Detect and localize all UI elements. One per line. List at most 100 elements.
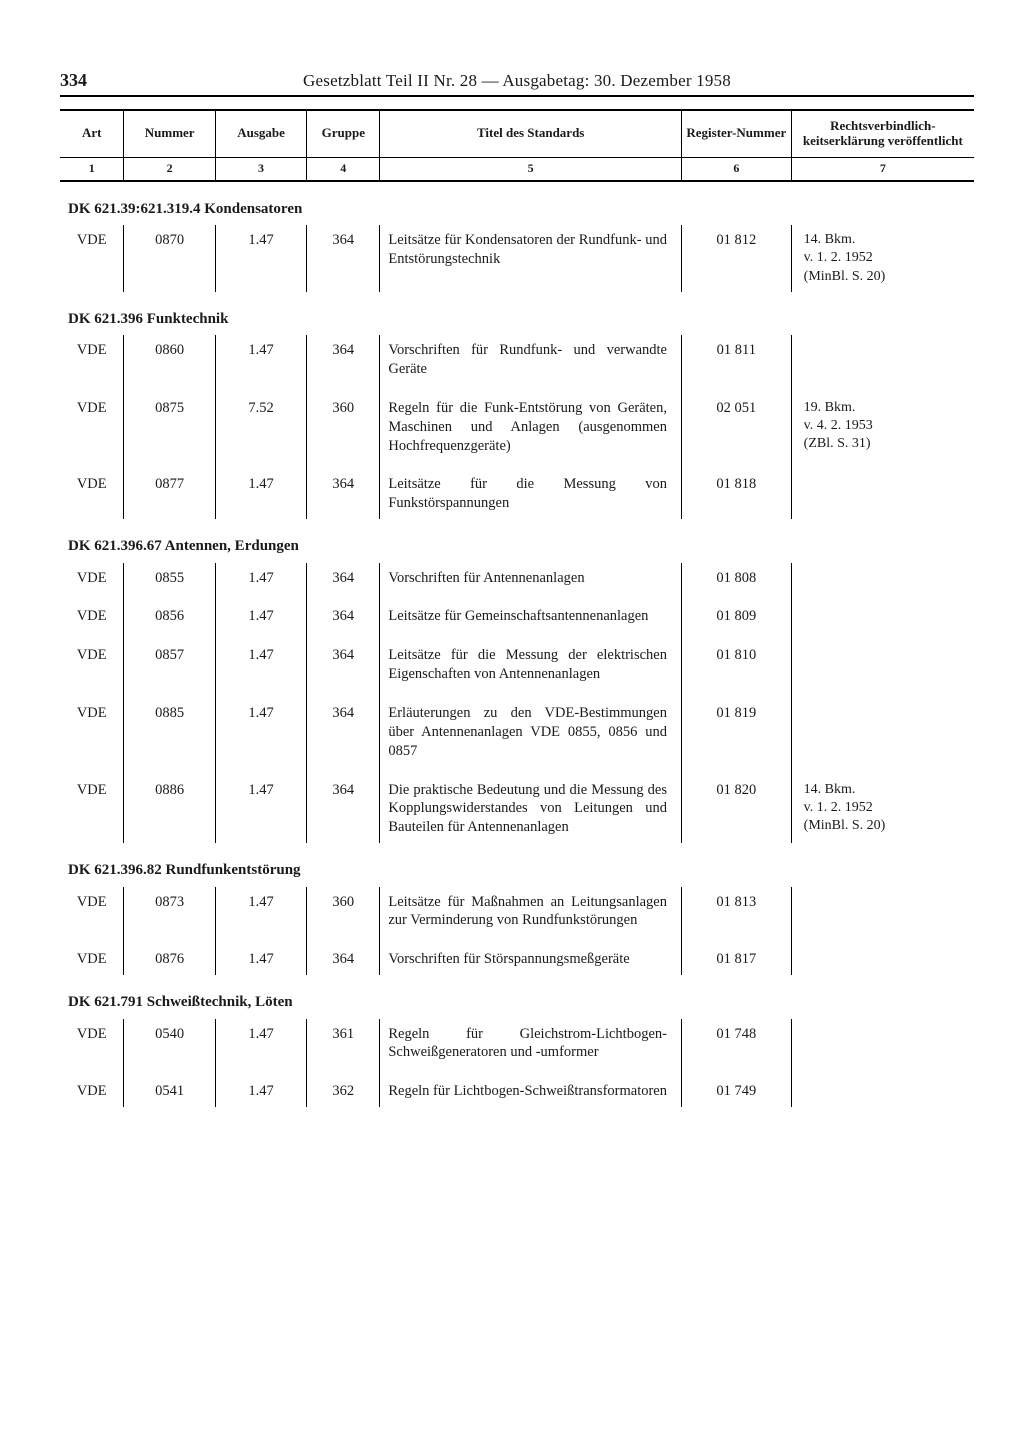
col-num-1: 1: [60, 157, 124, 180]
cell-ausgabe: 1.47: [215, 690, 306, 767]
col-num-3: 3: [215, 157, 306, 180]
cell-art: VDE: [60, 1068, 124, 1107]
cell-ausgabe: 1.47: [215, 461, 306, 519]
col-num-4: 4: [307, 157, 380, 180]
cell-nummer: 0886: [124, 767, 215, 844]
cell-ausgabe: 1.47: [215, 767, 306, 844]
cell-gruppe: 360: [307, 385, 380, 462]
section-heading: DK 621.39:621.319.4 Kondensatoren: [60, 181, 974, 226]
cell-title: Vorschriften für Störspannungsmeßgeräte: [380, 936, 682, 975]
header-title: Gesetzblatt Teil II Nr. 28 — Ausgabetag:…: [140, 71, 974, 91]
cell-gruppe: 364: [307, 632, 380, 690]
cell-ausgabe: 1.47: [215, 887, 306, 937]
cell-gruppe: 364: [307, 593, 380, 632]
cell-title: Erläuterungen zu den VDE-Bestimmungen üb…: [380, 690, 682, 767]
cell-register: 01 813: [681, 887, 791, 937]
col-num-2: 2: [124, 157, 215, 180]
cell-legal: [791, 563, 974, 594]
cell-register: 01 748: [681, 1019, 791, 1069]
cell-nummer: 0870: [124, 225, 215, 292]
cell-title: Regeln für Gleichstrom-Lichtbogen-Schwei…: [380, 1019, 682, 1069]
table-row: VDE08861.47364Die praktische Bedeutung u…: [60, 767, 974, 844]
cell-art: VDE: [60, 690, 124, 767]
table-row: VDE08851.47364Erläuterungen zu den VDE-B…: [60, 690, 974, 767]
cell-legal: [791, 887, 974, 937]
table-row: VDE08571.47364Leitsätze für die Messung …: [60, 632, 974, 690]
section-heading-row: DK 621.396 Funktechnik: [60, 292, 974, 336]
cell-art: VDE: [60, 563, 124, 594]
col-header-gruppe: Gruppe: [307, 110, 380, 157]
cell-art: VDE: [60, 936, 124, 975]
cell-nummer: 0860: [124, 335, 215, 385]
cell-gruppe: 360: [307, 887, 380, 937]
cell-nummer: 0876: [124, 936, 215, 975]
cell-title: Regeln für Lichtbogen-Schweißtransformat…: [380, 1068, 682, 1107]
col-num-7: 7: [791, 157, 974, 180]
cell-register: 02 051: [681, 385, 791, 462]
cell-legal: [791, 593, 974, 632]
section-heading: DK 621.396.82 Rundfunkentstörung: [60, 843, 974, 887]
cell-register: 01 819: [681, 690, 791, 767]
cell-art: VDE: [60, 887, 124, 937]
cell-art: VDE: [60, 767, 124, 844]
cell-legal: [791, 1019, 974, 1069]
section-heading: DK 621.791 Schweißtechnik, Löten: [60, 975, 974, 1019]
cell-art: VDE: [60, 1019, 124, 1069]
cell-art: VDE: [60, 225, 124, 292]
table-row: VDE08731.47360Leitsätze für Maßnahmen an…: [60, 887, 974, 937]
cell-title: Leitsätze für die Messung von Funkstörsp…: [380, 461, 682, 519]
cell-gruppe: 364: [307, 335, 380, 385]
cell-ausgabe: 1.47: [215, 936, 306, 975]
cell-gruppe: 364: [307, 461, 380, 519]
page-number: 334: [60, 70, 140, 91]
cell-register: 01 817: [681, 936, 791, 975]
table-row: VDE05411.47362Regeln für Lichtbogen-Schw…: [60, 1068, 974, 1107]
cell-ausgabe: 1.47: [215, 632, 306, 690]
cell-art: VDE: [60, 632, 124, 690]
cell-title: Vorschriften für Rundfunk- und verwandte…: [380, 335, 682, 385]
col-num-6: 6: [681, 157, 791, 180]
table-body: DK 621.39:621.319.4 KondensatorenVDE0870…: [60, 181, 974, 1107]
cell-ausgabe: 1.47: [215, 563, 306, 594]
table-head: Art Nummer Ausgabe Gruppe Titel des Stan…: [60, 110, 974, 181]
cell-register: 01 749: [681, 1068, 791, 1107]
cell-nummer: 0885: [124, 690, 215, 767]
cell-art: VDE: [60, 593, 124, 632]
table-row: VDE08771.47364Leitsätze für die Messung …: [60, 461, 974, 519]
cell-register: 01 812: [681, 225, 791, 292]
cell-ausgabe: 1.47: [215, 225, 306, 292]
cell-nummer: 0540: [124, 1019, 215, 1069]
table-row: VDE08757.52360Regeln für die Funk-Entstö…: [60, 385, 974, 462]
cell-legal: [791, 335, 974, 385]
cell-gruppe: 364: [307, 767, 380, 844]
col-num-5: 5: [380, 157, 682, 180]
cell-legal: [791, 690, 974, 767]
cell-legal: 19. Bkm.v. 4. 2. 1953(ZBl. S. 31): [791, 385, 974, 462]
col-header-titel: Titel des Standards: [380, 110, 682, 157]
cell-register: 01 818: [681, 461, 791, 519]
cell-nummer: 0857: [124, 632, 215, 690]
table-row: VDE08761.47364Vorschriften für Störspann…: [60, 936, 974, 975]
section-heading: DK 621.396 Funktechnik: [60, 292, 974, 336]
col-header-art: Art: [60, 110, 124, 157]
cell-register: 01 809: [681, 593, 791, 632]
cell-legal: 14. Bkm.v. 1. 2. 1952(MinBl. S. 20): [791, 767, 974, 844]
cell-title: Leitsätze für Maßnahmen an Leitungsanlag…: [380, 887, 682, 937]
page-header: 334 Gesetzblatt Teil II Nr. 28 — Ausgabe…: [60, 70, 974, 97]
cell-gruppe: 361: [307, 1019, 380, 1069]
cell-nummer: 0856: [124, 593, 215, 632]
cell-gruppe: 362: [307, 1068, 380, 1107]
cell-nummer: 0873: [124, 887, 215, 937]
document-page: 334 Gesetzblatt Teil II Nr. 28 — Ausgabe…: [0, 0, 1024, 1431]
col-header-register: Register-Nummer: [681, 110, 791, 157]
table-row: VDE08551.47364Vorschriften für Antennena…: [60, 563, 974, 594]
col-header-nummer: Nummer: [124, 110, 215, 157]
cell-gruppe: 364: [307, 563, 380, 594]
table-row: VDE08701.47364Leitsätze für Kondensatore…: [60, 225, 974, 292]
cell-legal: [791, 1068, 974, 1107]
cell-ausgabe: 1.47: [215, 1068, 306, 1107]
cell-nummer: 0541: [124, 1068, 215, 1107]
col-header-legal: Rechtsverbindlich-keitserklärung veröffe…: [791, 110, 974, 157]
cell-gruppe: 364: [307, 690, 380, 767]
cell-ausgabe: 7.52: [215, 385, 306, 462]
